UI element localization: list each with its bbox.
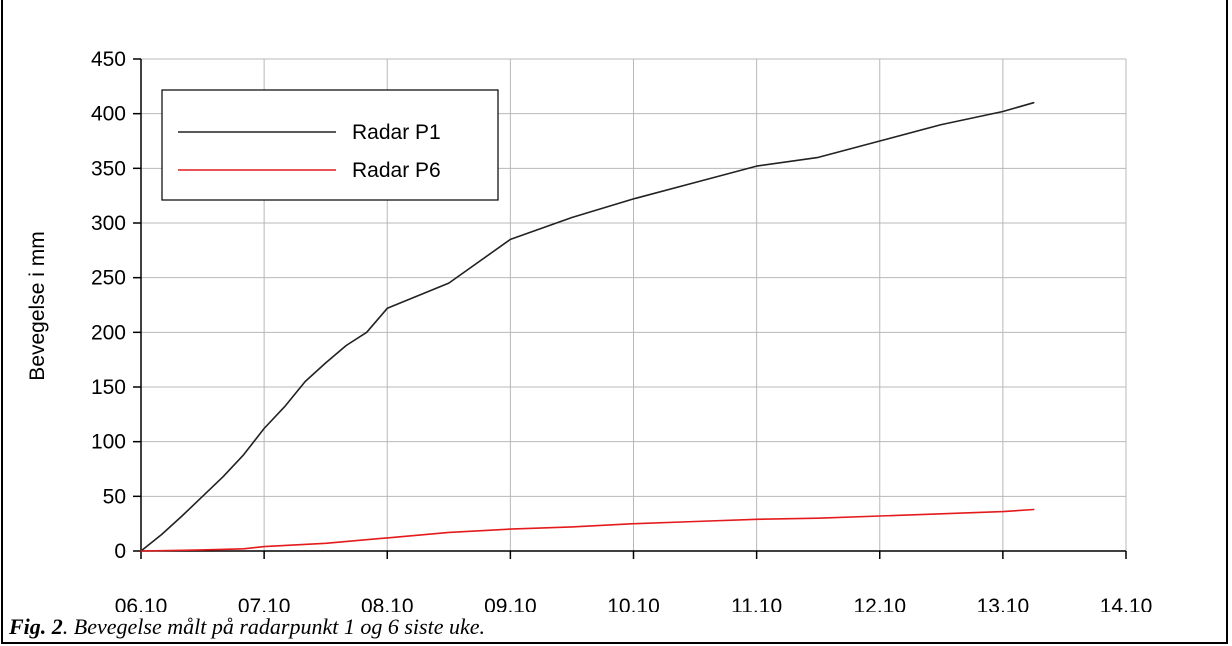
series	[140, 101, 1035, 552]
x-tick-label: 09.10	[484, 595, 537, 612]
caption-text: . Bevegelse målt på radarpunkt 1 og 6 si…	[62, 614, 485, 639]
caption-label: Fig. 2	[9, 614, 63, 639]
x-tick-label: 13.10	[977, 595, 1030, 612]
axes	[133, 58, 1127, 559]
series-line-radar-p1	[140, 101, 1035, 552]
x-tick-label: 10.10	[607, 595, 660, 612]
legend-label-radar-p6: Radar P6	[352, 159, 441, 182]
y-tick-label: 150	[91, 376, 126, 399]
x-tick-label: 07.10	[238, 595, 291, 612]
x-tick-label: 12.10	[853, 595, 906, 612]
x-tick-label: 14.10	[1100, 595, 1153, 612]
x-tick-label: 08.10	[361, 595, 414, 612]
y-tick-label: 400	[91, 103, 126, 126]
series-line-radar-p6	[140, 508, 1035, 552]
y-tick-label: 300	[91, 212, 126, 235]
y-tick-label: 450	[91, 48, 126, 71]
legend-label-radar-p1: Radar P1	[352, 121, 441, 144]
y-tick-label: 200	[91, 321, 126, 344]
movement-chart: 0 50 100 150 200 250 300 350 400 450 06.10 07.10 08.…	[26, 48, 1152, 612]
figure-caption: Fig. 2. Bevegelse målt på radarpunkt 1 o…	[9, 614, 485, 640]
y-tick-label: 100	[91, 431, 126, 454]
x-tick-label: 11.10	[731, 595, 782, 612]
y-tick-label: 0	[114, 540, 126, 563]
y-tick-label: 250	[91, 267, 126, 290]
legend-box	[161, 89, 499, 201]
legend: Radar P1 Radar P6	[161, 89, 499, 201]
x-tick-label: 06.10	[115, 595, 168, 612]
y-tick-label: 50	[103, 485, 126, 508]
y-tick-label: 350	[91, 157, 126, 180]
tick-labels: 0 50 100 150 200 250 300 350 400 450 06.10 07.10 08.…	[91, 48, 1152, 612]
y-axis-title: Bevegelse i mm	[26, 231, 49, 380]
